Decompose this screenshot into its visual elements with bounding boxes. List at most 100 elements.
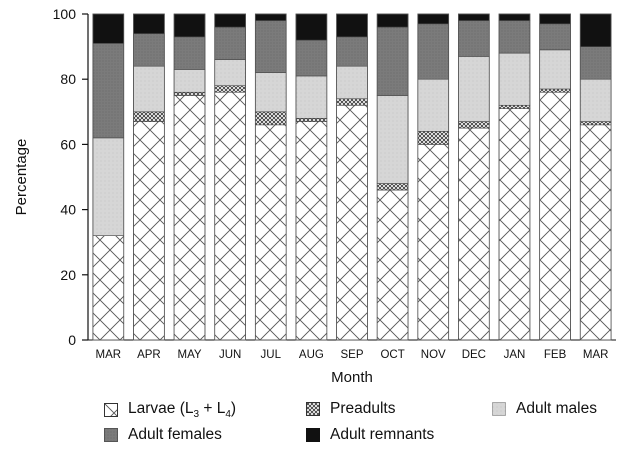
bar-segment-remnants: [458, 13, 490, 21]
stacked-bar-chart: 0 20 40 60 80 100 Percentage MAR APR MAY JUN JUL AUG…: [13, 6, 616, 386]
bar-segment-females: [173, 36, 206, 70]
bar-segment-females: [376, 26, 409, 96]
bar-segment-larvae: [133, 121, 165, 341]
bar-segment-preadults: [336, 98, 368, 106]
y-axis-title: Percentage: [13, 139, 30, 216]
bar-segment-remnants: [376, 13, 409, 28]
bar-segment-females: [214, 26, 246, 60]
legend-label-preadults: Preadults: [330, 400, 396, 417]
labels: 0 20 40 60 80 100 Percentage MAR APR MAY JUN JUL AUG…: [13, 6, 608, 386]
bar-segment-larvae: [376, 189, 409, 341]
legend-swatch-larvae: [104, 403, 118, 418]
bar-segment-remnants: [498, 13, 531, 21]
bar-outline: [214, 13, 246, 341]
bar-outline: [295, 13, 328, 341]
x-axis-title: Month: [331, 369, 373, 386]
x-tick-label: APR: [137, 349, 161, 361]
bar-segment-males: [579, 78, 612, 122]
bar-segment-females: [255, 20, 287, 73]
bar-segment-remnants: [539, 13, 571, 25]
y-tick-label: 80: [60, 71, 76, 87]
legend-label-males: Adult males: [516, 400, 597, 417]
bar-apr: [133, 13, 165, 341]
bar-outline: [458, 13, 490, 341]
bar-segment-males: [133, 65, 165, 113]
x-tick-label: JAN: [504, 349, 526, 361]
x-tick-label: MAR: [583, 349, 609, 361]
bar-segment-larvae: [173, 95, 206, 341]
bar-segment-females: [417, 23, 449, 80]
legend-swatch-remnants: [306, 428, 320, 442]
bar-segment-larvae: [417, 144, 449, 341]
bar-segment-preadults: [579, 121, 612, 126]
bar-segment-larvae: [92, 235, 125, 341]
legend-item-preadults: Preadults: [306, 400, 395, 418]
bar-outline: [173, 13, 206, 341]
bar-segment-males: [417, 78, 449, 132]
bar-segment-preadults: [133, 111, 165, 122]
bar-segment-males: [214, 59, 246, 87]
bar-segment-males: [539, 49, 571, 90]
bar-jan: [498, 13, 531, 341]
bar-jul: [254, 13, 287, 341]
bar-outline: [254, 13, 287, 341]
bar-segment-larvae: [295, 121, 328, 341]
bar-segment-remnants: [579, 13, 612, 47]
bar-segment-females: [92, 43, 125, 139]
bar-segment-males: [295, 75, 328, 119]
bar-outline: [133, 13, 165, 341]
legend-item-females: Adult females: [104, 426, 222, 444]
bar-segment-remnants: [336, 13, 368, 38]
y-tick-label: 100: [53, 6, 77, 22]
x-tick-label: SEP: [340, 349, 363, 361]
legend-swatch-preadults: [306, 402, 320, 416]
bar-segment-preadults: [376, 183, 409, 191]
bar-segment-males: [255, 72, 287, 113]
bar-aug: [295, 13, 328, 341]
legend-swatch-males: [492, 402, 506, 416]
bar-outline: [498, 13, 531, 341]
bar-segment-males: [498, 52, 531, 106]
bar-segment-remnants: [173, 13, 206, 38]
x-tick-label: DEC: [462, 349, 486, 361]
bar-segment-males: [376, 95, 409, 184]
x-tick-label: OCT: [380, 349, 404, 361]
bar-segment-preadults: [498, 104, 531, 109]
x-tick-label: AUG: [299, 349, 324, 361]
legend: Larvae (L3 + L4) Preadults Adult males A…: [100, 396, 630, 450]
bar-outline: [376, 13, 409, 341]
x-tick-label: NOV: [421, 349, 446, 361]
y-tick-label: 0: [68, 332, 76, 348]
bar-segment-larvae: [458, 127, 490, 341]
bar-may: [173, 13, 206, 341]
bar-outline: [336, 13, 368, 341]
bar-nov: [417, 13, 450, 341]
bar-segment-preadults: [255, 111, 287, 126]
bar-sep: [336, 13, 368, 341]
bar-segment-females: [539, 23, 571, 51]
bar-feb: [539, 13, 571, 341]
bar-segment-remnants: [214, 13, 246, 28]
bar-mar: [579, 13, 612, 341]
bar-segment-males: [92, 137, 125, 236]
legend-label-larvae: Larvae (L3 + L4): [128, 400, 237, 421]
bar-outline: [539, 13, 571, 341]
bar-oct: [376, 13, 409, 341]
bar-segment-preadults: [458, 121, 490, 129]
bar-segment-males: [336, 65, 368, 100]
bar-segment-males: [458, 56, 490, 122]
x-tick-label: JUL: [261, 349, 282, 361]
bar-segment-females: [458, 20, 490, 57]
bar-segment-females: [133, 33, 165, 67]
legend-item-remnants: Adult remnants: [306, 426, 434, 444]
bar-segment-larvae: [579, 124, 612, 341]
bar-segment-preadults: [173, 91, 206, 96]
bar-segment-females: [579, 46, 612, 80]
legend-item-larvae: Larvae (L3 + L4): [104, 400, 236, 420]
bar-segment-larvae: [255, 124, 287, 341]
bar-segment-preadults: [295, 118, 328, 122]
x-tick-label: MAY: [177, 349, 201, 361]
bar-dec: [458, 13, 490, 341]
bar-segment-females: [498, 20, 531, 54]
bar-outline: [417, 13, 450, 341]
